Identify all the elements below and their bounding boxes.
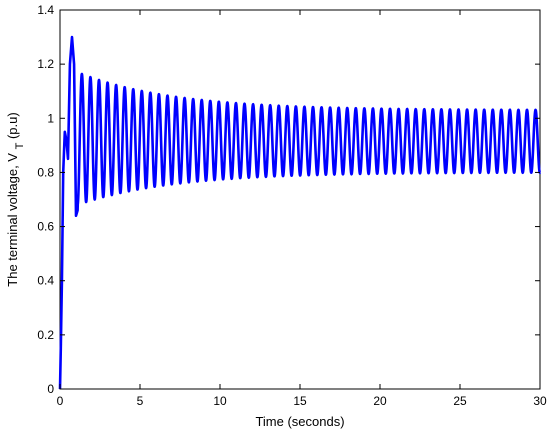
x-tick-label: 20	[373, 394, 387, 408]
y-tick-label: 0	[47, 382, 54, 396]
series-layer	[58, 35, 542, 390]
x-axis-ticks: 0 5 10 15 20 25 30	[57, 10, 547, 408]
x-tick-label: 10	[213, 394, 227, 408]
y-axis-label-main: The terminal voltage, V	[5, 153, 20, 287]
y-axis-label-unit: (p.u)	[5, 112, 20, 139]
x-tick-label: 15	[293, 394, 307, 408]
x-tick-label: 0	[57, 394, 64, 408]
y-axis-label-subscript: T	[14, 142, 26, 149]
x-tick-label: 25	[453, 394, 467, 408]
y-axis-ticks: 0 0.2 0.4 0.6 0.8 1 1.2 1.4	[37, 3, 540, 396]
y-tick-label: 1	[47, 111, 54, 125]
x-tick-label: 5	[137, 394, 144, 408]
y-tick-label: 0.8	[37, 165, 54, 179]
x-axis-label: Time (seconds)	[255, 414, 344, 429]
plot-area-border	[59, 9, 541, 390]
x-tick-label: 30	[533, 394, 547, 408]
y-tick-label: 0.4	[37, 274, 54, 288]
voltage-series-line	[58, 35, 542, 390]
plot-frame	[59, 9, 541, 390]
y-tick-label: 0.2	[37, 328, 54, 342]
y-tick-label: 0.6	[37, 220, 54, 234]
y-tick-label: 1.2	[37, 57, 54, 71]
y-tick-label: 1.4	[37, 3, 54, 17]
y-axis-label: The terminal voltage, V T (p.u)	[5, 112, 26, 286]
